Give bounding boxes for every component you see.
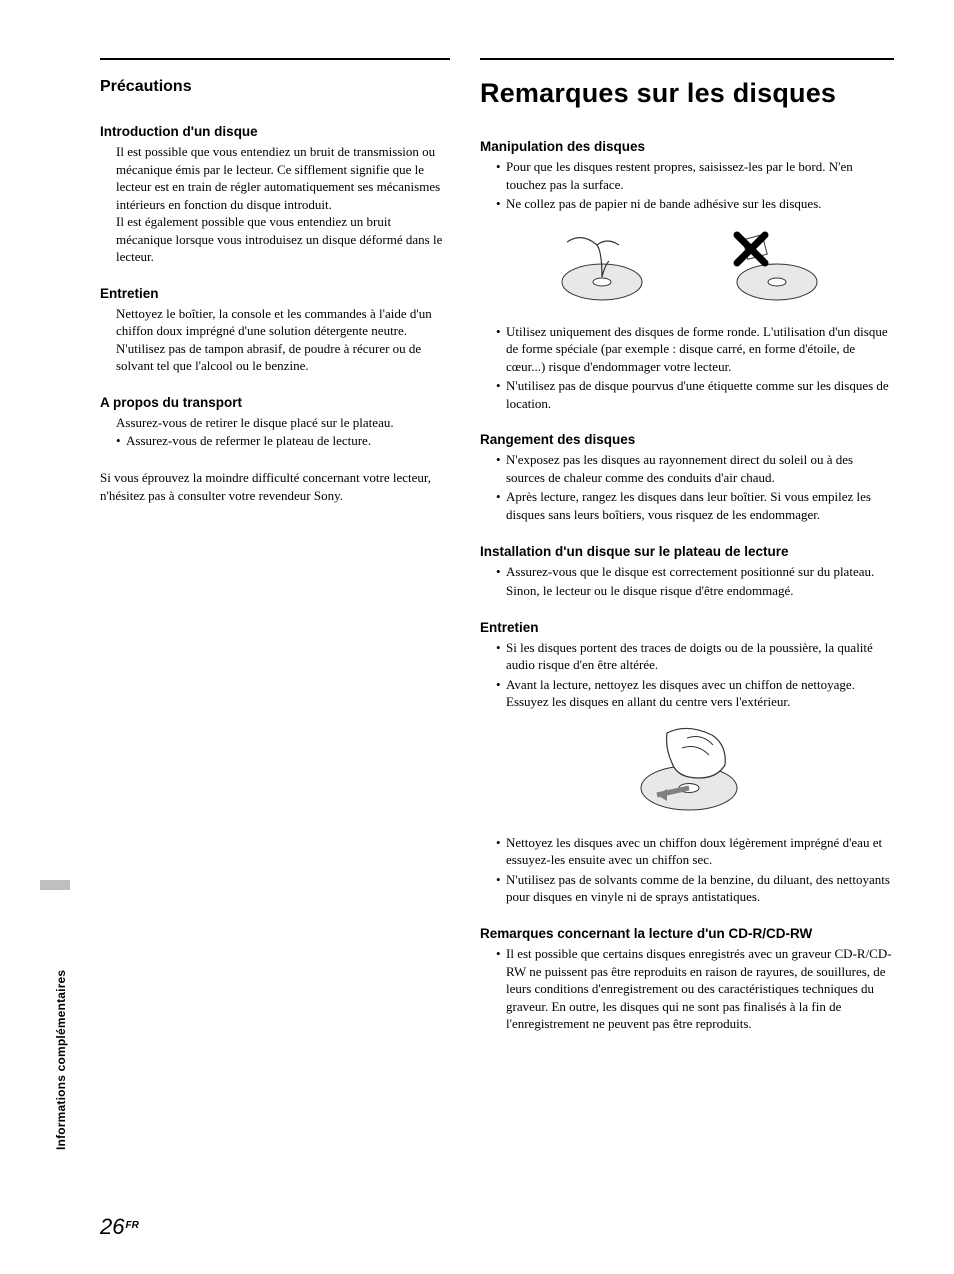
list-item: Pour que les disques restent propres, sa… <box>496 158 894 193</box>
left-column: Précautions Introduction d'un disque Il … <box>100 78 450 1053</box>
list-item: Nettoyez les disques avec un chiffon dou… <box>496 834 894 869</box>
right-column: Remarques sur les disques Manipulation d… <box>480 78 894 1053</box>
top-rule <box>100 58 894 60</box>
list-item: N'utilisez pas de disque pourvus d'une é… <box>496 377 894 412</box>
para: Nettoyez le boîtier, la console et les c… <box>100 305 450 375</box>
list-item: Utilisez uniquement des disques de forme… <box>496 323 894 376</box>
bullet-list: Pour que les disques restent propres, sa… <box>480 158 894 213</box>
bullet-list: Assurez-vous que le disque est correctem… <box>480 563 894 600</box>
list-item: Assurez-vous que le disque est correctem… <box>496 563 894 600</box>
page-number-value: 26 <box>100 1214 124 1239</box>
list-item: Assurez-vous de refermer le plateau de l… <box>116 432 450 450</box>
bullet-text: N'exposez pas les disques au rayonnement… <box>506 452 853 485</box>
bullet-text: Nettoyez les disques avec un chiffon dou… <box>506 835 882 868</box>
list-item: Il est possible que certains disques enr… <box>496 945 894 1033</box>
bullet-list: Nettoyez les disques avec un chiffon dou… <box>480 834 894 906</box>
list-item: Avant la lecture, nettoyez les disques a… <box>496 676 894 711</box>
rule-segment-right <box>480 58 894 60</box>
bullet-text: Avant la lecture, nettoyez les disques a… <box>506 677 855 710</box>
heading-entretien-right: Entretien <box>480 620 894 635</box>
heading-cdr: Remarques concernant la lecture d'un CD-… <box>480 926 894 941</box>
bullet-text: Utilisez uniquement des disques de forme… <box>506 324 888 374</box>
figure-handling-row <box>480 227 894 307</box>
page-number: 26FR <box>100 1214 139 1240</box>
bullet-text: Ne collez pas de papier ni de bande adhé… <box>506 196 822 211</box>
side-tab-label: Informations complémentaires <box>54 970 68 1150</box>
bullet-list: Il est possible que certains disques enr… <box>480 945 894 1033</box>
side-tab-bar <box>40 880 70 890</box>
bullet-text: N'utilisez pas de disque pourvus d'une é… <box>506 378 889 411</box>
disc-wipe-icon <box>617 723 757 818</box>
list-item: Ne collez pas de papier ni de bande adhé… <box>496 195 894 213</box>
bullet-list: Utilisez uniquement des disques de forme… <box>480 323 894 413</box>
page-lang-suffix: FR <box>125 1220 138 1231</box>
block-rangement: Rangement des disques N'exposez pas les … <box>480 432 894 523</box>
heading-introduction-disque: Introduction d'un disque <box>100 124 450 139</box>
bullet-text: N'utilisez pas de solvants comme de la b… <box>506 872 890 905</box>
heading-installation: Installation d'un disque sur le plateau … <box>480 544 894 559</box>
disc-hold-correct-icon <box>547 227 657 307</box>
block-entretien-right: Entretien Si les disques portent des tra… <box>480 620 894 906</box>
heading-manipulation: Manipulation des disques <box>480 139 894 154</box>
block-transport: A propos du transport Assurez-vous de re… <box>100 395 450 449</box>
block-cdr: Remarques concernant la lecture d'un CD-… <box>480 926 894 1033</box>
block-entretien-left: Entretien Nettoyez le boîtier, la consol… <box>100 286 450 375</box>
block-installation: Installation d'un disque sur le plateau … <box>480 544 894 600</box>
bullet-list: Si les disques portent des traces de doi… <box>480 639 894 711</box>
closing-text: Si vous éprouvez la moindre difficulté c… <box>100 469 450 504</box>
para: Il est également possible que vous enten… <box>100 213 450 266</box>
bullet-text: Après lecture, rangez les disques dans l… <box>506 489 871 522</box>
bullet-text: Assurez-vous de refermer le plateau de l… <box>126 433 371 448</box>
section-title-precautions: Précautions <box>100 78 450 96</box>
follow-text: Sinon, le lecteur ou le disque risque d'… <box>506 582 894 600</box>
heading-transport: A propos du transport <box>100 395 450 410</box>
side-tab: Informations complémentaires <box>40 900 70 1160</box>
list-item: Après lecture, rangez les disques dans l… <box>496 488 894 523</box>
disc-sticker-incorrect-icon <box>717 227 827 307</box>
block-introduction-disque: Introduction d'un disque Il est possible… <box>100 124 450 266</box>
figure-wipe <box>480 723 894 818</box>
list-item: N'utilisez pas de solvants comme de la b… <box>496 871 894 906</box>
heading-entretien-left: Entretien <box>100 286 450 301</box>
bullet-text: Assurez-vous que le disque est correctem… <box>506 564 874 579</box>
rule-segment-left <box>100 58 450 60</box>
main-title-remarques: Remarques sur les disques <box>480 78 894 109</box>
bullet-text: Si les disques portent des traces de doi… <box>506 640 873 673</box>
rule-gap <box>450 58 480 60</box>
bullet-text: Pour que les disques restent propres, sa… <box>506 159 853 192</box>
block-manipulation: Manipulation des disques Pour que les di… <box>480 139 894 412</box>
list-item: Si les disques portent des traces de doi… <box>496 639 894 674</box>
para: Assurez-vous de retirer le disque placé … <box>100 414 450 432</box>
two-column-layout: Précautions Introduction d'un disque Il … <box>100 78 894 1053</box>
bullet-text: Il est possible que certains disques enr… <box>506 946 892 1031</box>
bullet-list: N'exposez pas les disques au rayonnement… <box>480 451 894 523</box>
list-item: N'exposez pas les disques au rayonnement… <box>496 451 894 486</box>
heading-rangement: Rangement des disques <box>480 432 894 447</box>
bullet-list: Assurez-vous de refermer le plateau de l… <box>100 432 450 450</box>
para: Il est possible que vous entendiez un br… <box>100 143 450 213</box>
